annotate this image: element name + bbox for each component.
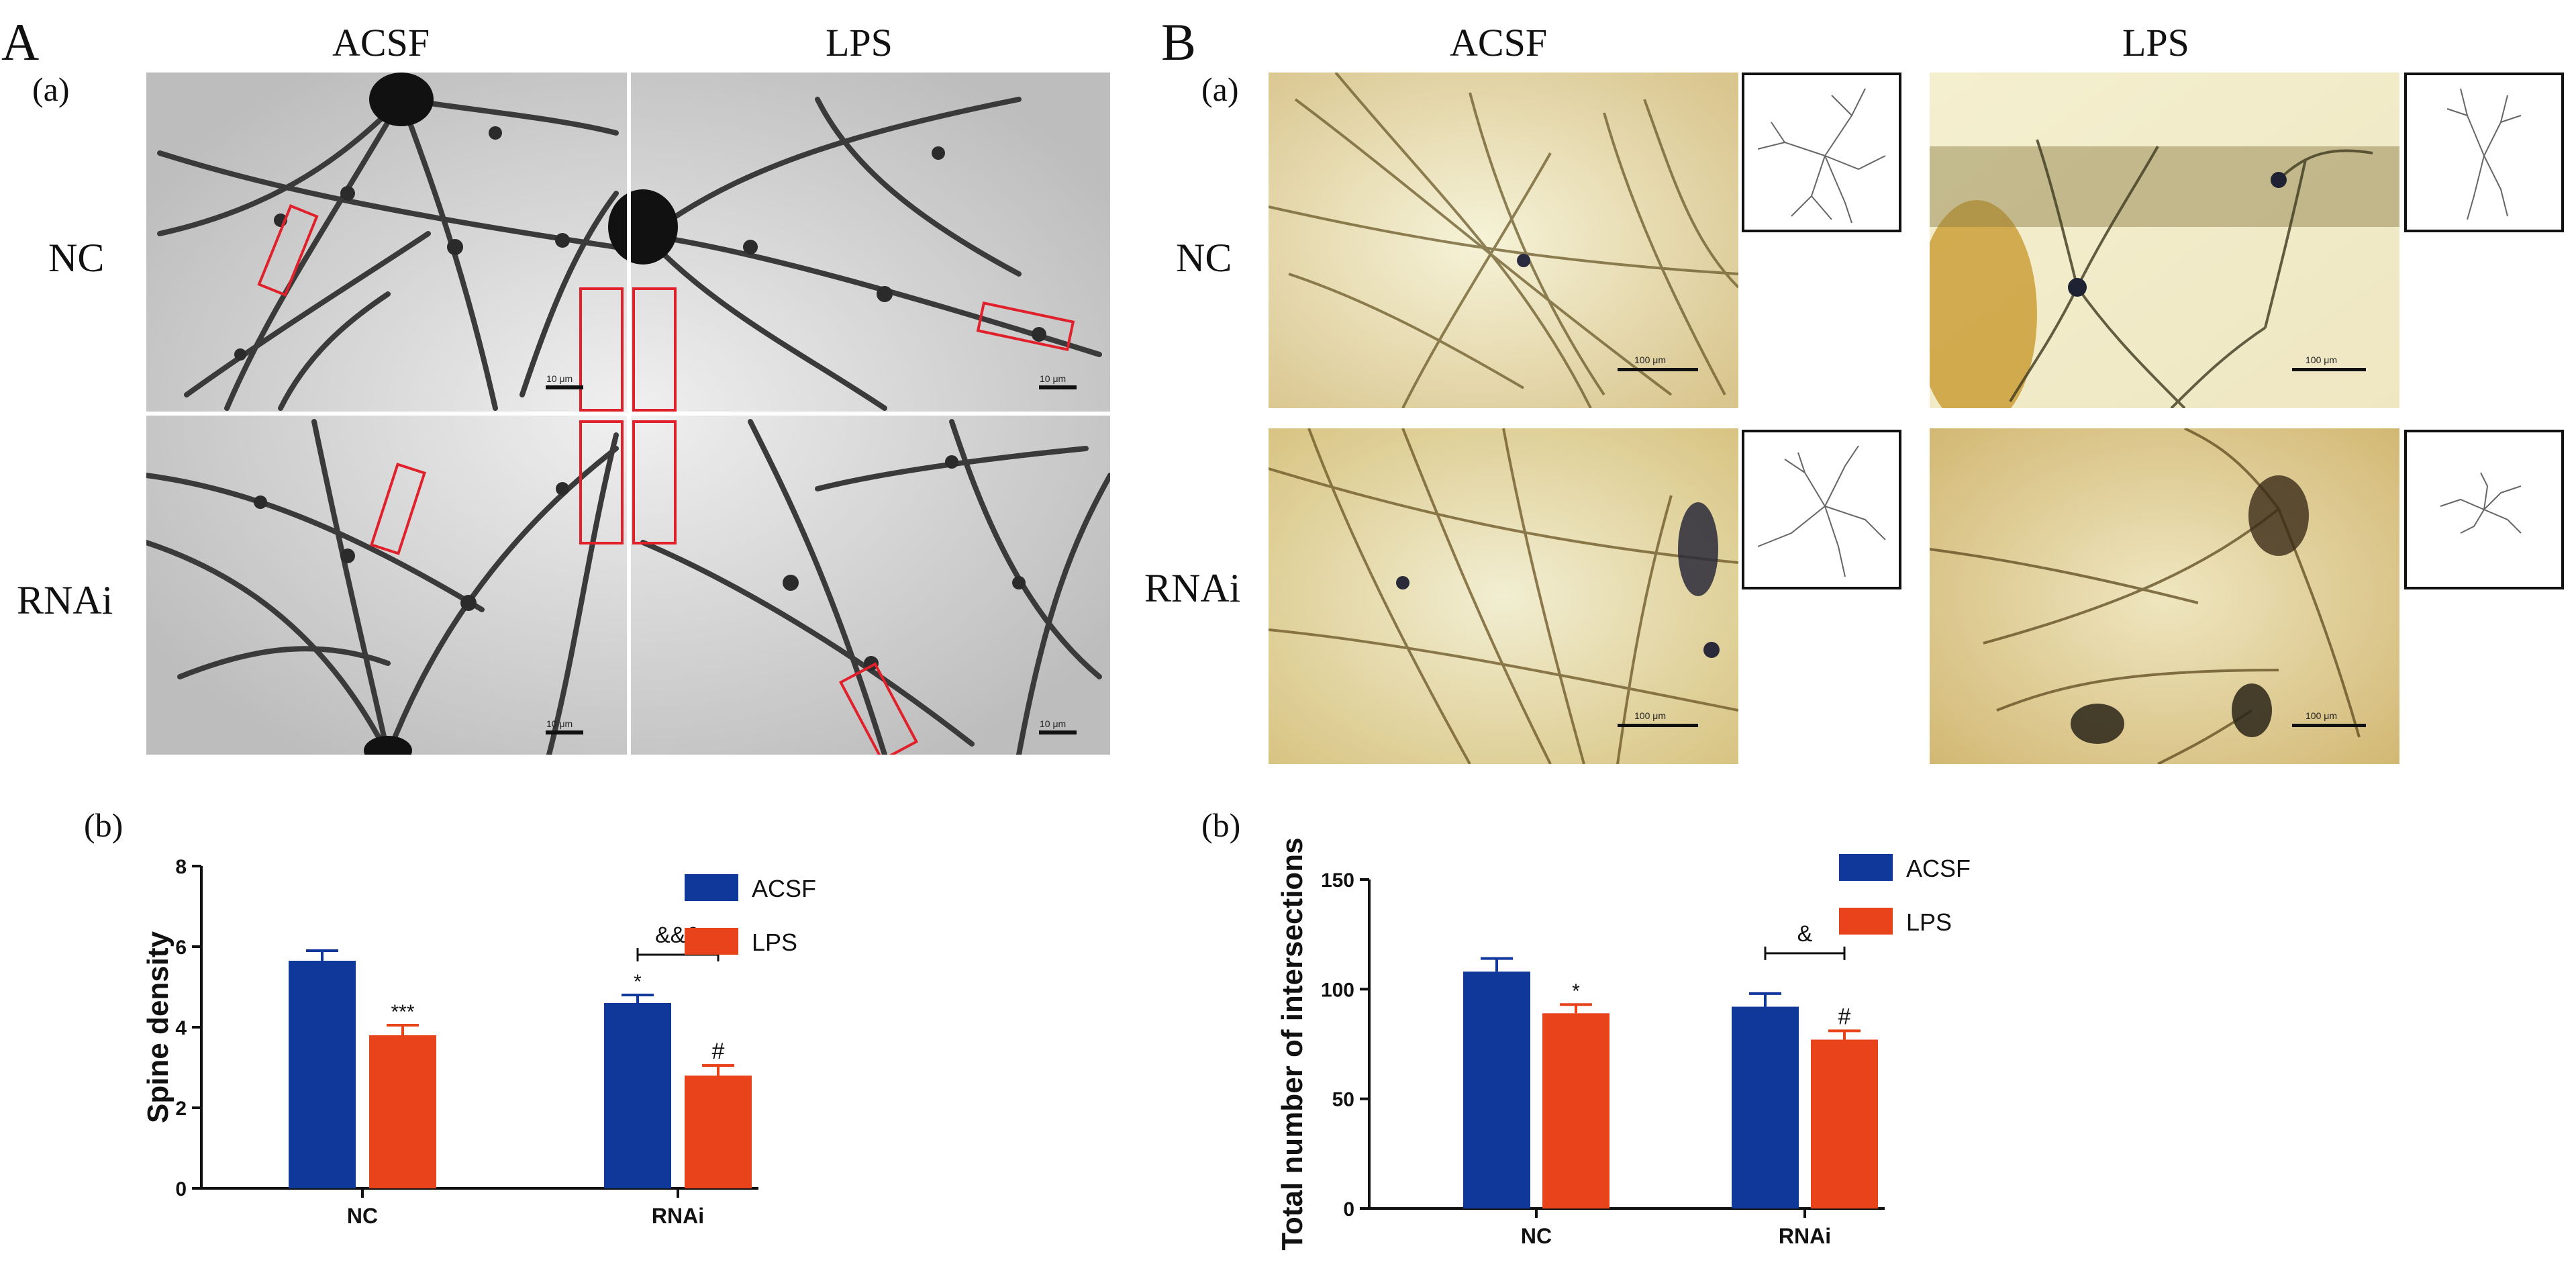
category-label: RNAi: [1779, 1224, 1831, 1248]
legend-label-acsf: ACSF: [752, 875, 816, 902]
y-axis-label: Spine density: [142, 931, 175, 1123]
legend-swatch-acsf: [685, 874, 738, 901]
scale-bar: [546, 385, 583, 389]
panel-b-row-rnai: RNAi: [1144, 566, 1241, 610]
micrograph-nc-lps: 100 μm: [1930, 73, 2399, 408]
panel-a-letter: A: [1, 13, 40, 71]
bar-acsf-nc: [1463, 971, 1530, 1208]
scale-bar-label: 10 μm: [1040, 373, 1067, 384]
significance-mark: #: [712, 1039, 725, 1064]
significance-mark: *: [1572, 980, 1580, 1002]
panel-b-row-nc: NC: [1176, 236, 1232, 280]
y-axis-label: Total number of intersections: [1276, 837, 1309, 1250]
category-label: NC: [347, 1204, 378, 1228]
category-label: RNAi: [652, 1204, 704, 1228]
scale-bar-label: 10 μm: [546, 718, 573, 729]
roi-box: [579, 420, 624, 544]
legend-label-lps: LPS: [1906, 908, 1952, 936]
y-tick-label: 150: [1321, 869, 1354, 892]
roi-box: [579, 287, 624, 412]
y-tick-label: 50: [1332, 1089, 1354, 1111]
legend-label-acsf: ACSF: [1906, 855, 1971, 882]
y-tick-label: 100: [1321, 979, 1354, 1001]
bar-lps-nc: [1542, 1013, 1609, 1208]
y-tick-label: 8: [175, 856, 187, 878]
bar-acsf-rnai: [1732, 1006, 1799, 1208]
dendrite-drawing: [146, 73, 1110, 755]
panel-b-col-lps: LPS: [2122, 21, 2189, 64]
panel-a-micrograph-grid: 10 μm 10 μm 10 μm 10 μm: [146, 73, 1110, 755]
legend-swatch-lps: [1839, 908, 1893, 935]
panel-a-col-acsf: ACSF: [332, 21, 430, 64]
scale-bar: [546, 730, 583, 734]
significance-mark: #: [1838, 1004, 1851, 1029]
scale-bar-label: 100 μm: [2306, 354, 2337, 365]
panel-b-letter: B: [1161, 13, 1197, 71]
roi-box: [632, 287, 677, 412]
y-tick-label: 6: [175, 937, 187, 959]
roi-box: [632, 420, 677, 544]
micrograph-nc-acsf: 100 μm: [1269, 73, 1738, 408]
scale-bar-label: 100 μm: [2306, 710, 2337, 721]
y-tick-label: 0: [175, 1178, 187, 1200]
panel-b-col-acsf: ACSF: [1450, 21, 1548, 64]
bar-acsf-rnai: [604, 1003, 671, 1188]
panel-a-col-lps: LPS: [826, 21, 893, 64]
panel-b-sub-a: (a): [1201, 70, 1239, 108]
scale-bar: [1039, 730, 1077, 734]
scale-bar-label: 100 μm: [1634, 354, 1666, 365]
scale-bar: [1039, 385, 1077, 389]
scale-bar-label: 10 μm: [1040, 718, 1067, 729]
scale-bar-label: 10 μm: [546, 373, 573, 384]
y-tick-label: 4: [175, 1017, 187, 1039]
significance-mark: ***: [391, 1001, 414, 1023]
panel-a-sub-a: (a): [32, 70, 70, 108]
legend-swatch-acsf: [1839, 854, 1893, 881]
panel-a-sub-b: (b): [84, 806, 123, 844]
bar-acsf-nc: [289, 961, 356, 1188]
legend-label-lps: LPS: [752, 929, 797, 956]
comparison-label: &: [1797, 921, 1813, 947]
panel-b-sub-b: (b): [1201, 806, 1241, 844]
neuron-trace-rnai-lps: [2404, 430, 2564, 589]
panel-a-row-rnai: RNAi: [17, 578, 113, 622]
significance-mark: *: [634, 971, 642, 993]
bar-lps-rnai: [1811, 1039, 1878, 1208]
panel-a-row-nc: NC: [48, 236, 105, 280]
legend-swatch-lps: [685, 928, 738, 955]
neuron-trace-rnai-acsf: [1742, 430, 1901, 589]
bar-lps-nc: [369, 1035, 436, 1188]
scale-bar-label: 100 μm: [1634, 710, 1666, 721]
category-label: NC: [1521, 1224, 1552, 1248]
neuron-trace-nc-lps: [2404, 73, 2564, 232]
neuron-trace-nc-acsf: [1742, 73, 1901, 232]
micrograph-rnai-acsf: 100 μm: [1269, 428, 1738, 764]
intersections-chart: 0 50 100 150 Total number of intersections * N…: [1276, 837, 1971, 1250]
y-tick-label: 0: [1343, 1198, 1354, 1221]
micrograph-rnai-lps: 100 μm: [1930, 428, 2399, 764]
y-tick-label: 2: [175, 1098, 187, 1120]
bar-lps-rnai: [685, 1076, 752, 1188]
